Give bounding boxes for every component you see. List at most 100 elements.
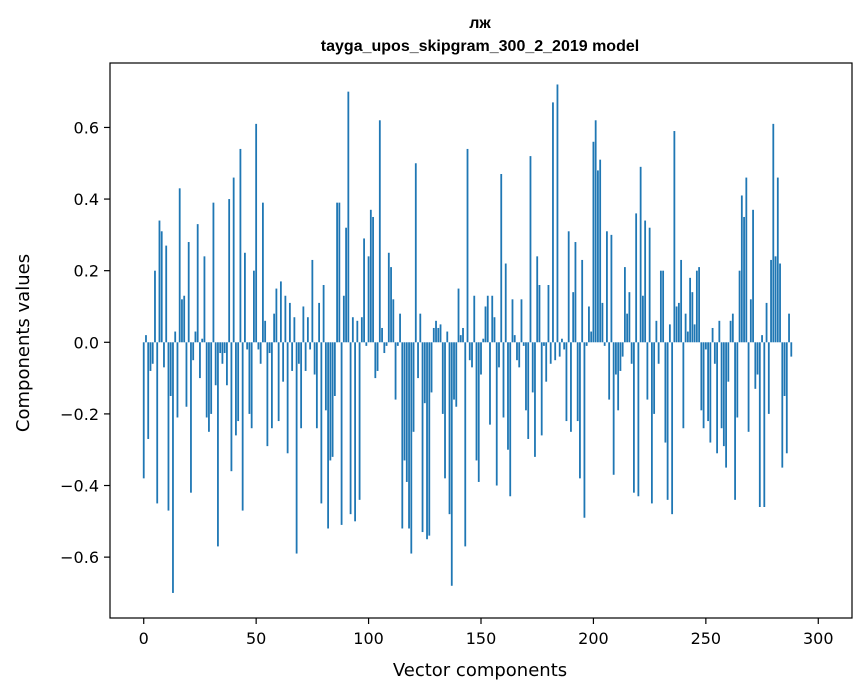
bar [338, 202, 341, 343]
bar [401, 342, 404, 529]
bar [250, 342, 253, 429]
bar [666, 342, 669, 500]
bar [554, 342, 557, 361]
plot-frame [109, 62, 853, 619]
bar [270, 342, 273, 429]
bar [374, 342, 377, 379]
bar [203, 256, 206, 343]
bar [378, 120, 381, 343]
bar [475, 342, 478, 461]
bar [677, 302, 680, 343]
bar [315, 342, 318, 429]
bar [446, 331, 449, 343]
bar [783, 342, 786, 396]
bar [536, 256, 539, 343]
bar [619, 342, 622, 371]
bar [324, 342, 327, 411]
bar [363, 238, 365, 343]
bar [788, 313, 790, 343]
bar [304, 342, 307, 371]
bar [212, 202, 215, 343]
bar [543, 342, 545, 346]
bar [513, 335, 516, 343]
bar [698, 267, 700, 343]
bar [457, 288, 460, 343]
bar [594, 120, 597, 343]
y-axis: −0.6 −0.4 −0.2 0.0 0.2 0.4 0.6 [60, 118, 110, 567]
bar [675, 306, 678, 343]
bar [158, 220, 161, 343]
bar [725, 342, 727, 468]
bar [540, 342, 543, 436]
chart-title: лж [469, 15, 491, 32]
bar [311, 259, 314, 343]
y-tick-label: −0.6 [60, 548, 99, 567]
bar [226, 342, 228, 386]
bar [774, 256, 777, 343]
bar [572, 292, 575, 343]
bar [342, 295, 345, 343]
bar [756, 342, 759, 375]
bar [210, 342, 213, 414]
y-tick-label: −0.4 [60, 477, 99, 496]
bar [201, 338, 204, 343]
bar [610, 234, 613, 343]
bar [318, 302, 321, 343]
bar [635, 213, 638, 343]
bar [302, 306, 305, 343]
bar [473, 295, 476, 343]
bar [673, 131, 676, 343]
bar [372, 216, 374, 343]
bar [354, 342, 356, 522]
bar [754, 342, 757, 389]
bar [518, 342, 521, 368]
bar [417, 342, 419, 379]
bar [466, 148, 469, 343]
bar [682, 342, 685, 429]
bar [576, 342, 579, 422]
bar [239, 148, 242, 343]
bar [394, 342, 397, 400]
bar [767, 342, 770, 414]
bar [408, 342, 410, 529]
bar [223, 342, 226, 354]
bar [504, 263, 507, 343]
bar [176, 342, 179, 418]
bar [205, 342, 208, 418]
bar [684, 313, 687, 343]
bar [286, 342, 289, 454]
bar [196, 224, 199, 343]
bar [295, 342, 298, 554]
bar [561, 338, 563, 343]
bar [608, 342, 611, 400]
bar [423, 342, 426, 404]
bar [531, 342, 534, 393]
bar [349, 342, 352, 515]
x-tick-label: 0 [139, 629, 149, 648]
bar [387, 252, 390, 343]
bar [390, 267, 392, 343]
bar [520, 299, 523, 343]
bar [167, 342, 170, 511]
bar [588, 306, 590, 343]
bar [187, 242, 190, 343]
bar [668, 324, 671, 343]
x-tick-label: 200 [578, 629, 609, 648]
bar [145, 335, 147, 343]
bar [453, 342, 455, 400]
bar [603, 342, 606, 346]
bar [259, 342, 262, 364]
bar [727, 342, 730, 382]
bar [248, 342, 251, 414]
bar [266, 342, 269, 447]
bar [181, 299, 183, 343]
bar [284, 295, 287, 343]
bar [381, 327, 383, 343]
bar [482, 338, 485, 343]
bar [486, 295, 489, 343]
bar [414, 163, 417, 343]
bar [468, 342, 471, 361]
bar [360, 317, 363, 343]
bar [322, 285, 325, 343]
